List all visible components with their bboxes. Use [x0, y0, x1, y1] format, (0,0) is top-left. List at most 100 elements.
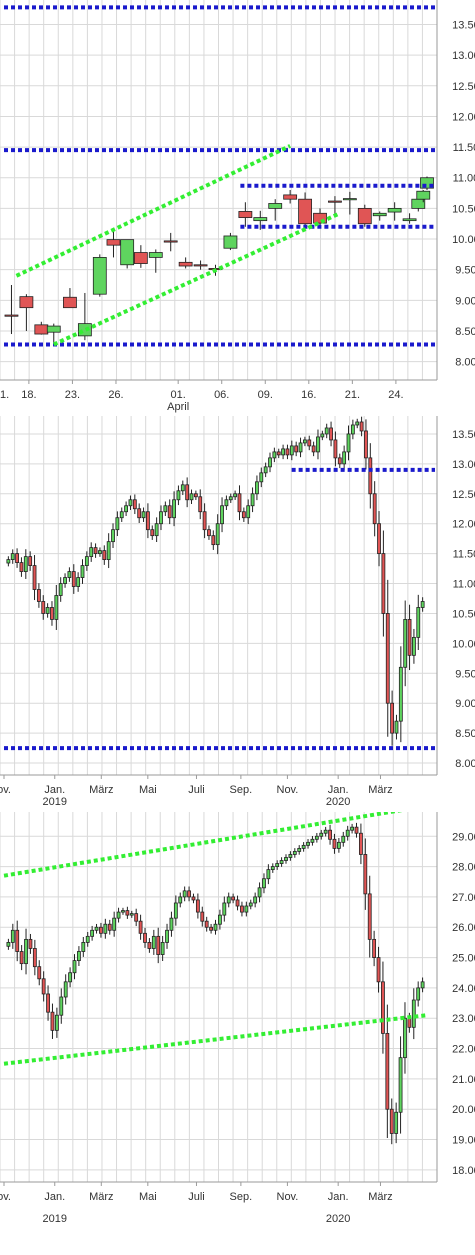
x-secondary-label: 2020 [326, 796, 350, 808]
candle-body [270, 866, 275, 871]
candle-body [151, 935, 156, 949]
y-tick-label: 13.000 [452, 50, 475, 62]
candle-body [154, 523, 159, 537]
candle-body [116, 911, 121, 919]
candle-body [306, 841, 310, 846]
candle-body [19, 296, 34, 309]
y-tick-label: 13.500 [452, 20, 475, 32]
y-tick-label: 9.000 [455, 698, 475, 710]
candle-body [398, 1057, 403, 1113]
candle-body [223, 235, 238, 249]
candle-body [193, 264, 208, 267]
candle-body [215, 523, 220, 546]
candle-body [319, 832, 324, 837]
candle-body [36, 589, 41, 602]
candle-body [85, 935, 90, 943]
candle-body [233, 493, 238, 498]
candle-body [403, 1017, 407, 1059]
x-tick-label: Juli [188, 784, 205, 796]
candle-body [50, 1011, 55, 1031]
y-tick-label: 29.000 [452, 831, 475, 843]
candle-body [328, 829, 332, 840]
x-tick-label: Jan. [328, 1191, 349, 1203]
candle-body [102, 550, 107, 561]
y-tick-label: 9.000 [455, 295, 475, 307]
candle-body [204, 920, 209, 928]
candle-body [420, 981, 425, 989]
candle-body [115, 517, 120, 531]
candle-body [283, 194, 298, 200]
candle-body [148, 252, 163, 258]
candle-body [272, 451, 277, 459]
candle-body [94, 926, 99, 931]
candle-body [143, 932, 147, 943]
candle-body [363, 854, 368, 895]
candle-body [224, 499, 229, 507]
candle-body [281, 448, 285, 456]
candle-body [342, 451, 347, 465]
candle-body [253, 217, 268, 222]
candle-body [112, 917, 117, 931]
candle-body [72, 960, 77, 974]
trend-line [52, 211, 341, 347]
candle-body [147, 942, 152, 949]
candle-body [310, 838, 315, 843]
candle-body [84, 556, 89, 566]
candle-body [45, 607, 50, 614]
candle-body [46, 325, 61, 333]
candle-body [333, 439, 338, 459]
y-tick-label: 12.000 [452, 519, 475, 531]
candle-body [10, 929, 15, 943]
candle-body [328, 200, 342, 203]
candle-body [207, 529, 211, 537]
candle-body [364, 430, 368, 459]
candle-body [169, 917, 174, 931]
candle-body [241, 511, 246, 519]
candle-body [28, 938, 33, 949]
candle-body [41, 601, 46, 614]
x-tick-label: 06. [214, 389, 229, 401]
x-tick-label: 16. [301, 389, 316, 401]
candle-body [231, 896, 236, 901]
candle-body [67, 571, 72, 578]
candle-body [407, 619, 412, 656]
candle-body [19, 951, 24, 965]
candle-body [80, 565, 85, 578]
x-tick-label: 23. [65, 389, 80, 401]
x-tick-label: 01. [171, 389, 186, 401]
y-tick-label: 12.000 [452, 111, 475, 123]
candle-body [237, 493, 242, 513]
candle-body [19, 562, 24, 572]
candle-body [377, 523, 381, 555]
x-tick-label: Nov. [277, 1191, 299, 1203]
candle-body [376, 957, 381, 983]
candle-body [211, 535, 216, 546]
candle-body [15, 553, 19, 563]
candle-body [41, 978, 46, 995]
candle-body [24, 938, 28, 965]
candle-body [332, 838, 337, 849]
candle-body [59, 996, 64, 1016]
y-tick-label: 13.000 [452, 459, 475, 471]
candle-body [213, 923, 218, 931]
panel-bottom: 18.000 19.000 20.000 21.000 22.000 23.000 24.0… [0, 812, 475, 1225]
y-tick-label: 19.000 [452, 1135, 475, 1147]
x-tick-label: Nov. [277, 784, 299, 796]
candle-body [359, 832, 363, 855]
candle-body [345, 829, 350, 837]
candle-body [156, 935, 161, 955]
x-tick-label: 21. [345, 389, 360, 401]
candle-body [120, 239, 135, 266]
candle-body [302, 439, 307, 444]
y-tick-label: 8.000 [455, 758, 475, 770]
trend-line [15, 144, 292, 278]
candle-body [125, 910, 130, 916]
candle-body [284, 857, 288, 861]
candle-body [279, 860, 284, 864]
candle-body [255, 481, 259, 495]
y-tick-label: 11.000 [453, 579, 475, 591]
candle-body [244, 905, 249, 913]
x-secondary-label: 2019 [43, 1213, 67, 1225]
